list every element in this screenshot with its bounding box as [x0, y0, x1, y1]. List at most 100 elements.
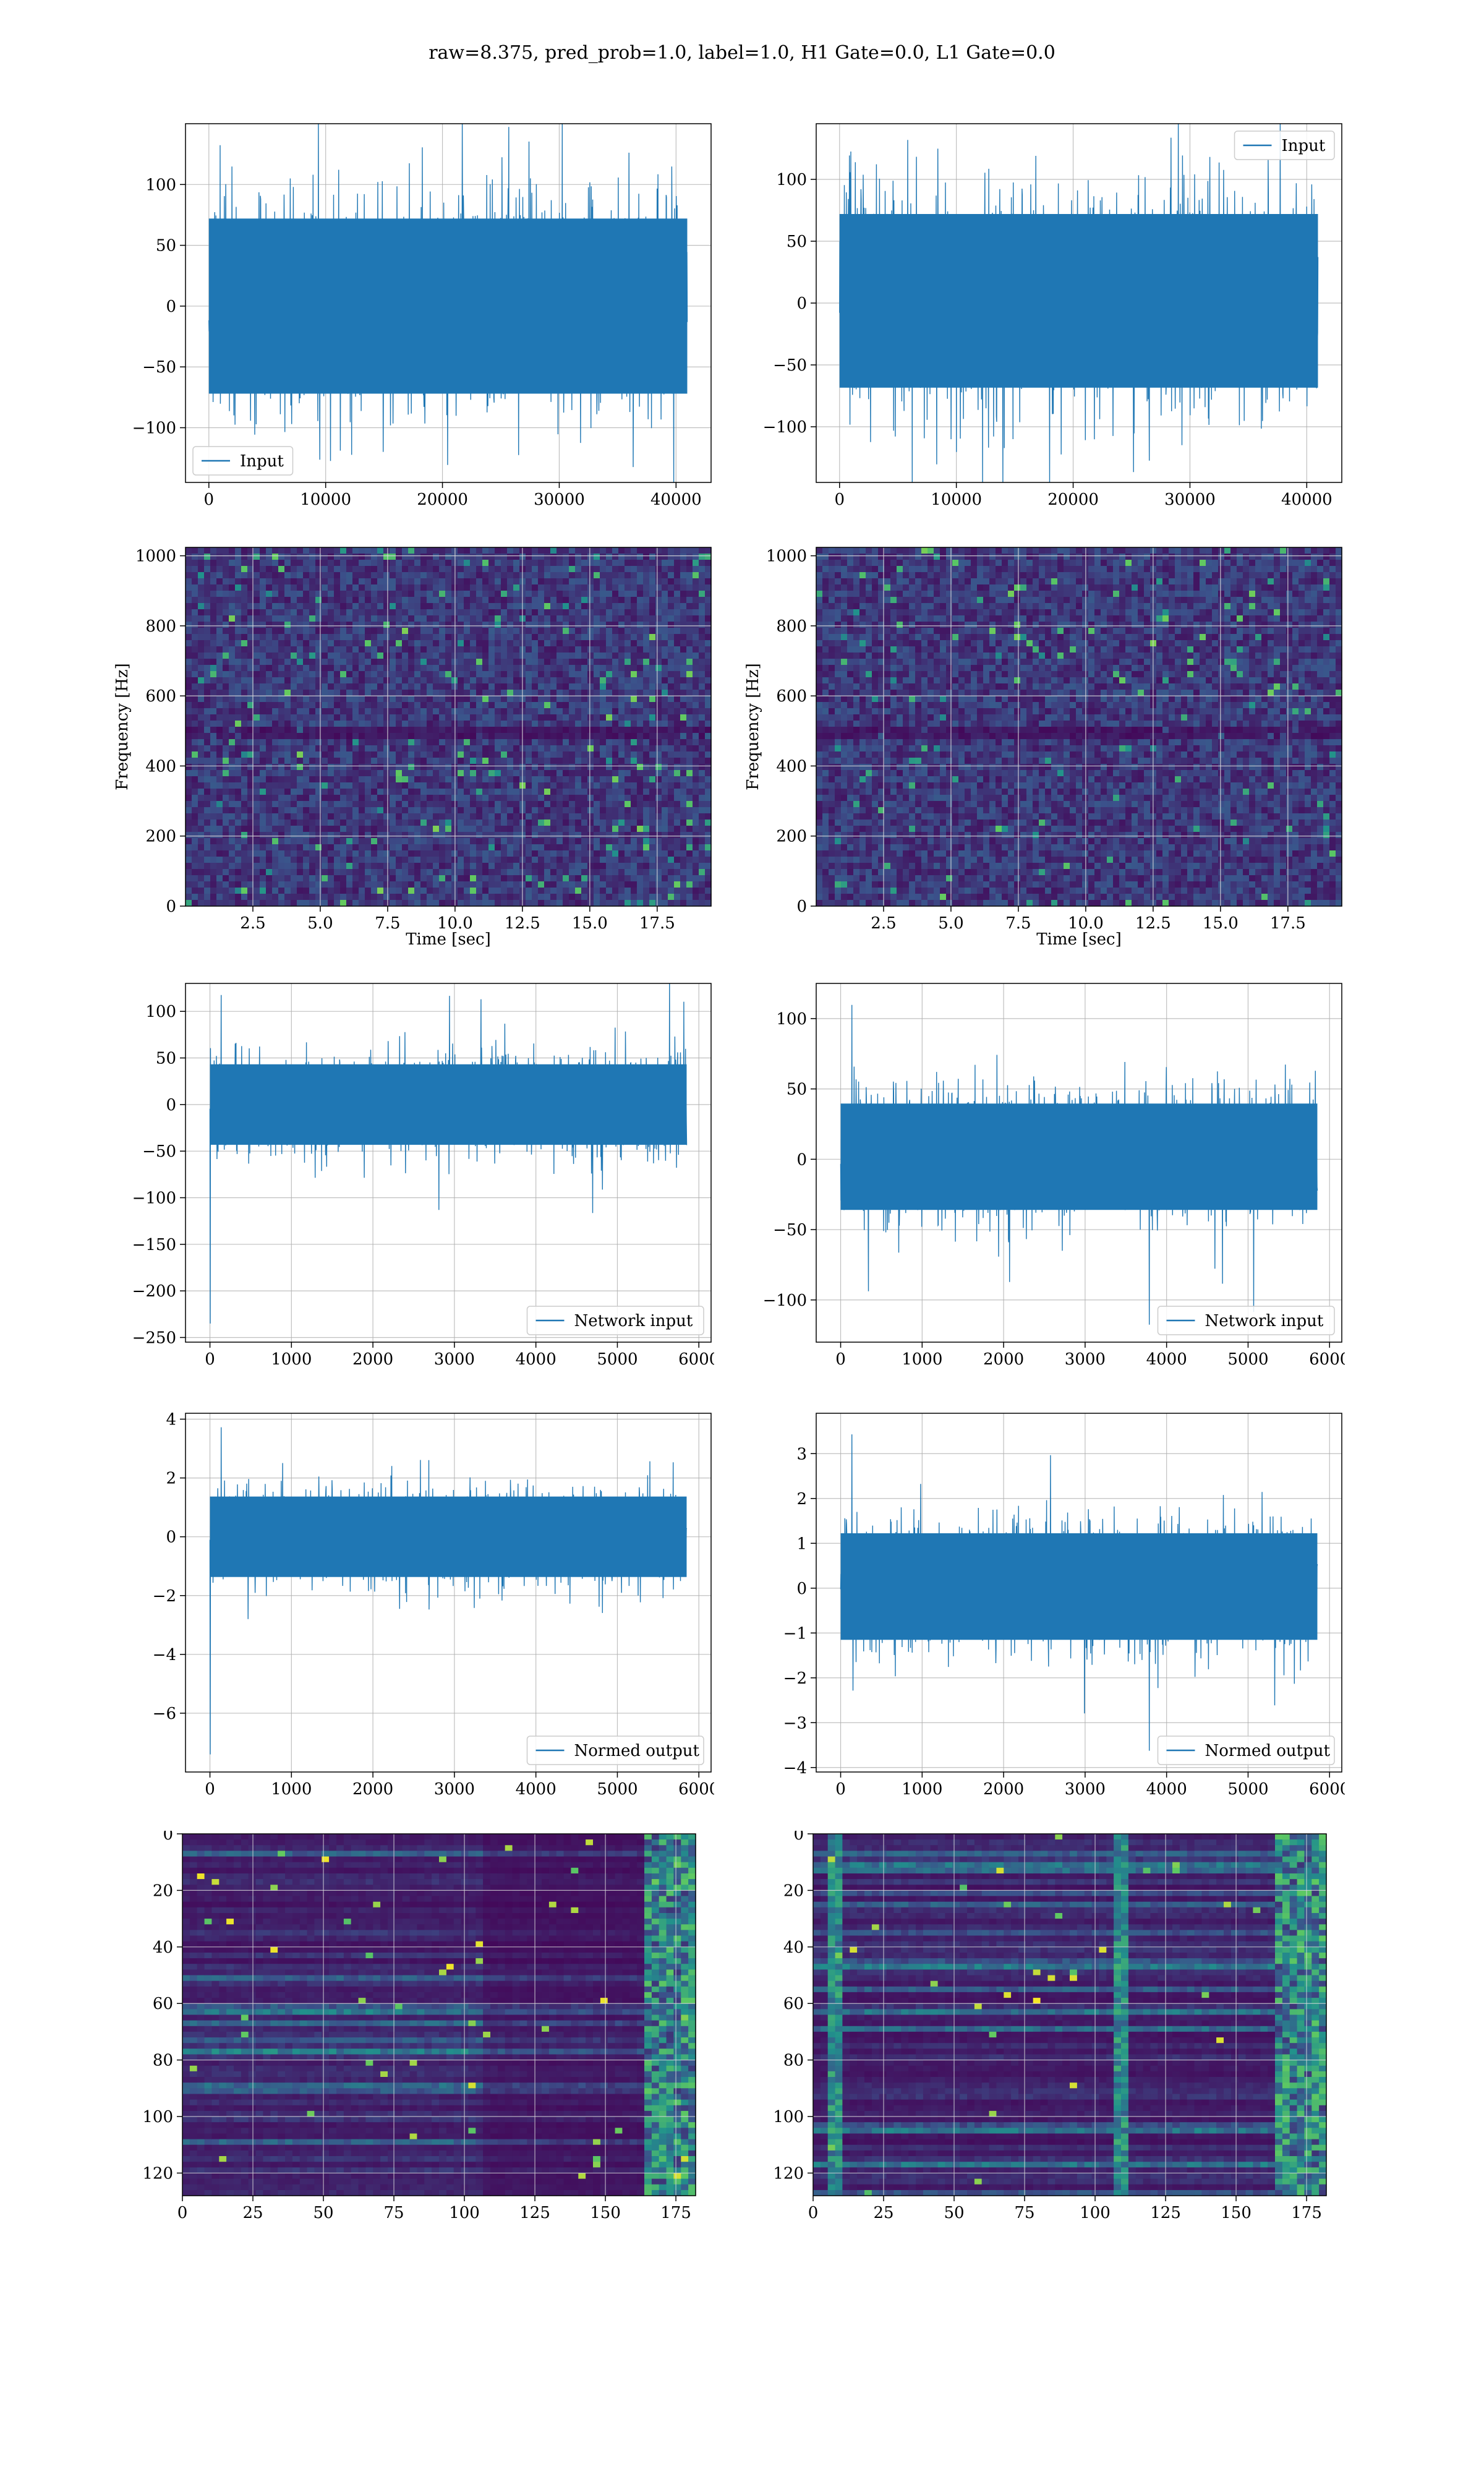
heatmap-cell — [359, 708, 365, 715]
heatmap-cell — [297, 653, 304, 659]
heatmap-cell — [377, 609, 384, 616]
heatmap-cell — [260, 646, 267, 653]
heatmap-cell — [346, 584, 353, 591]
heatmap-cell — [291, 881, 297, 888]
heatmap-cell — [538, 628, 545, 635]
heatmap-cell — [291, 702, 297, 709]
heatmap-cell — [402, 677, 409, 684]
heatmap-cell — [538, 653, 545, 659]
heatmap-cell — [612, 560, 619, 567]
heatmap-cell — [204, 572, 211, 579]
heatmap-cell — [303, 844, 310, 851]
heatmap-cell — [575, 764, 582, 771]
heatmap-cell — [198, 820, 205, 826]
heatmap-cell — [587, 566, 594, 573]
heatmap-cell — [223, 789, 229, 795]
heatmap-cell — [235, 727, 242, 734]
heatmap-cell — [532, 696, 539, 703]
heatmap-cell — [637, 547, 644, 554]
heatmap-cell — [693, 733, 699, 740]
heatmap-cell — [544, 900, 551, 907]
heatmap-cell — [507, 863, 514, 870]
heatmap-cell — [408, 838, 415, 845]
heatmap-cell — [328, 702, 335, 709]
heatmap-cell — [383, 869, 390, 876]
heatmap-cell — [594, 628, 600, 635]
heatmap-cell — [427, 591, 433, 597]
heatmap-cell — [223, 696, 229, 703]
heatmap-cell — [420, 622, 427, 628]
heatmap-cell — [241, 739, 248, 746]
heatmap-cell — [606, 770, 613, 777]
heatmap-cell — [637, 795, 644, 802]
heatmap-cell — [216, 733, 223, 740]
heatmap-cell — [235, 900, 242, 907]
heatmap-cell — [186, 659, 192, 666]
heatmap-cell — [427, 764, 433, 771]
heatmap-cell — [612, 745, 619, 752]
heatmap-cell — [581, 622, 588, 628]
heatmap-cell — [544, 875, 551, 882]
heatmap-cell — [377, 888, 384, 894]
heatmap-cell — [594, 782, 600, 789]
heatmap-cell — [538, 690, 545, 696]
heatmap-cell — [216, 659, 223, 666]
heatmap-cell — [433, 795, 440, 802]
heatmap-cell — [495, 683, 501, 690]
heatmap-cell — [328, 894, 335, 901]
heatmap-cell — [365, 727, 372, 734]
heatmap-cell — [198, 578, 205, 585]
heatmap-cell — [544, 758, 551, 764]
heatmap-cell — [662, 789, 668, 795]
heatmap-cell — [433, 597, 440, 604]
heatmap-cell — [556, 875, 563, 882]
heatmap-cell — [649, 764, 656, 771]
heatmap-cell — [507, 714, 514, 721]
heatmap-cell — [396, 578, 403, 585]
heatmap-cell — [192, 875, 198, 882]
heatmap-cell — [334, 714, 341, 721]
heatmap-cell — [526, 801, 532, 808]
heatmap-cell — [445, 789, 452, 795]
heatmap-cell — [594, 640, 600, 647]
heatmap-cell — [649, 653, 656, 659]
heatmap-cell — [668, 727, 675, 734]
heatmap-cell — [278, 844, 285, 851]
heatmap-cell — [266, 739, 273, 746]
heatmap-cell — [371, 584, 378, 591]
heatmap-cell — [569, 696, 576, 703]
heatmap-cell — [278, 702, 285, 709]
heatmap-cell — [587, 900, 594, 907]
heatmap-cell — [352, 751, 359, 758]
heatmap-cell — [526, 578, 532, 585]
heatmap-cell — [359, 584, 365, 591]
heatmap-cell — [556, 714, 563, 721]
heatmap-cell — [501, 863, 508, 870]
heatmap-cell — [464, 863, 471, 870]
heatmap-cell — [631, 838, 638, 845]
heatmap-cell — [674, 881, 681, 888]
heatmap-cell — [699, 603, 706, 610]
heatmap-cell — [606, 628, 613, 635]
heatmap-cell — [365, 758, 372, 764]
heatmap-cell — [612, 764, 619, 771]
heatmap-cell — [223, 609, 229, 616]
heatmap-cell — [210, 566, 217, 573]
heatmap-cell — [266, 677, 273, 684]
heatmap-cell — [303, 758, 310, 764]
heatmap-cell — [662, 888, 668, 894]
heatmap-cell — [303, 708, 310, 715]
heatmap-cell — [377, 646, 384, 653]
heatmap-cell — [235, 665, 242, 672]
heatmap-cell — [414, 776, 421, 783]
heatmap-cell — [254, 566, 260, 573]
heatmap-cell — [346, 727, 353, 734]
heatmap-cell — [445, 832, 452, 839]
heatmap-cell — [618, 591, 625, 597]
heatmap-cell — [594, 690, 600, 696]
heatmap-cell — [612, 690, 619, 696]
heatmap-cell — [581, 745, 588, 752]
heatmap-cell — [328, 764, 335, 771]
heatmap-cell — [594, 646, 600, 653]
heatmap-cell — [408, 690, 415, 696]
